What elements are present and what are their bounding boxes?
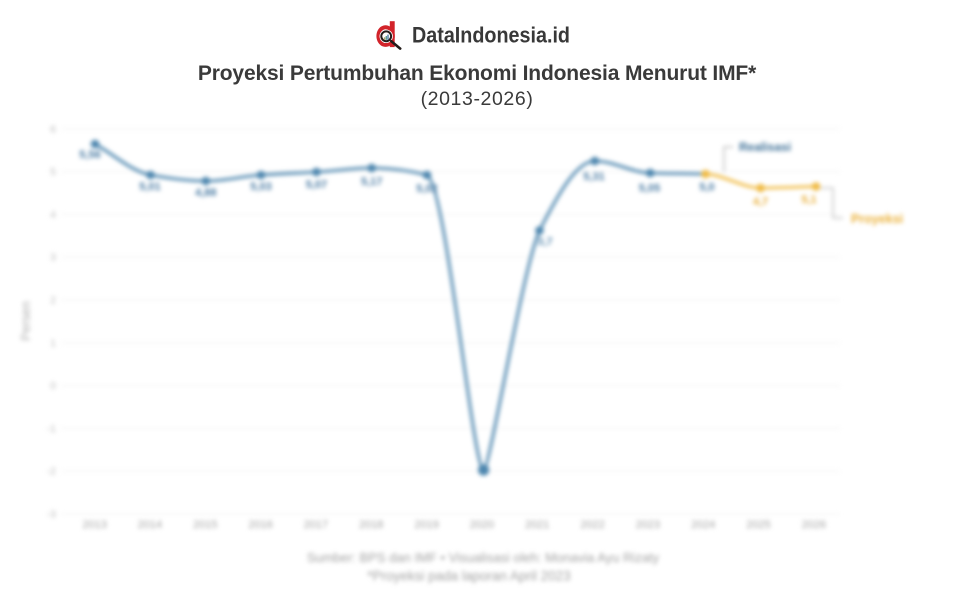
svg-text:2017: 2017 <box>304 519 328 531</box>
svg-text:2024: 2024 <box>691 519 715 531</box>
svg-text:4,7: 4,7 <box>753 196 768 208</box>
svg-text:4: 4 <box>50 209 56 221</box>
svg-text:Proyeksi: Proyeksi <box>851 212 903 226</box>
svg-text:5,05: 5,05 <box>639 183 660 195</box>
svg-text:-2: -2 <box>47 466 56 478</box>
svg-text:DataIndonesia.id: DataIndonesia.id <box>412 23 570 48</box>
svg-text:2020: 2020 <box>470 519 494 531</box>
svg-text:5,0: 5,0 <box>699 182 714 194</box>
svg-text:2022: 2022 <box>580 519 604 531</box>
svg-text:2026: 2026 <box>802 519 826 531</box>
svg-text:2025: 2025 <box>746 519 770 531</box>
svg-text:2013: 2013 <box>82 519 106 531</box>
svg-text:5,02: 5,02 <box>416 183 437 195</box>
svg-text:0: 0 <box>50 380 56 392</box>
svg-text:2018: 2018 <box>359 519 383 531</box>
svg-text:Realisasi: Realisasi <box>739 140 791 154</box>
svg-text:3,7: 3,7 <box>537 236 552 248</box>
svg-text:5,17: 5,17 <box>361 176 382 188</box>
svg-text:5: 5 <box>50 166 56 178</box>
svg-text:5,31: 5,31 <box>583 171 604 183</box>
svg-text:2015: 2015 <box>193 519 217 531</box>
svg-text:5,03: 5,03 <box>250 181 271 193</box>
svg-text:-3: -3 <box>47 509 56 521</box>
svg-text:2: 2 <box>50 295 56 307</box>
svg-text:Persen: Persen <box>19 301 33 341</box>
svg-text:2021: 2021 <box>525 519 549 531</box>
svg-text:Sumber: BPS dan IMF • Visualis: Sumber: BPS dan IMF • Visualisasi oleh: … <box>307 550 660 565</box>
svg-text:5,56: 5,56 <box>79 149 100 161</box>
svg-text:5,1: 5,1 <box>801 194 816 206</box>
svg-text:3: 3 <box>50 252 56 264</box>
svg-text:4,88: 4,88 <box>195 187 216 199</box>
svg-text:6: 6 <box>50 123 56 135</box>
svg-text:5,01: 5,01 <box>139 181 160 193</box>
svg-text:-1: -1 <box>47 423 56 435</box>
svg-text:1: 1 <box>50 337 56 349</box>
svg-text:*Proyeksi pada laporan April 2: *Proyeksi pada laporan April 2023 <box>367 569 570 584</box>
svg-text:2023: 2023 <box>636 519 660 531</box>
svg-text:2014: 2014 <box>138 519 162 531</box>
svg-text:2019: 2019 <box>414 519 438 531</box>
svg-text:2016: 2016 <box>248 519 272 531</box>
svg-text:5,07: 5,07 <box>306 179 327 191</box>
